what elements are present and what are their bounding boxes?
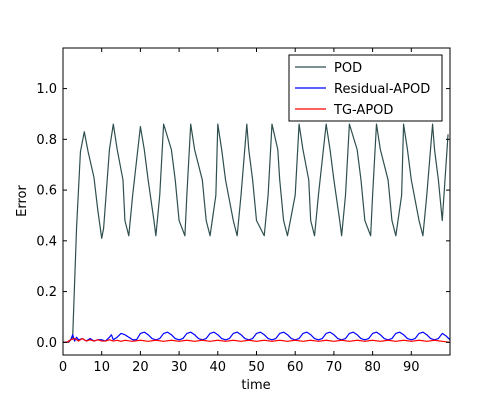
y-tick-label: 1.0 bbox=[36, 82, 57, 97]
x-tick-label: 20 bbox=[132, 360, 149, 375]
y-tick-label: 0.2 bbox=[36, 285, 57, 300]
y-tick-label: 0.4 bbox=[36, 234, 57, 249]
x-tick-label: 40 bbox=[210, 360, 227, 375]
ticks-layer: 0 10 20 30 40 50 60 70 80 90 0.0 0.2 0.4 0.6 0.8 1.0 bbox=[36, 48, 450, 375]
series-layer bbox=[63, 123, 451, 343]
x-tick-label: 60 bbox=[287, 360, 304, 375]
y-tick-label: 0.0 bbox=[36, 336, 57, 351]
y-axis-label: Error bbox=[15, 185, 30, 217]
x-tick-label: 50 bbox=[248, 360, 265, 375]
y-tick-label: 0.8 bbox=[36, 133, 57, 148]
legend: POD Residual-APOD TG-APOD bbox=[288, 54, 443, 122]
x-tick-label: 90 bbox=[403, 360, 420, 375]
legend-label: Residual-APOD bbox=[334, 82, 430, 97]
x-tick-label: 0 bbox=[59, 360, 67, 375]
legend-entries: POD Residual-APOD TG-APOD bbox=[295, 61, 430, 118]
series-line-tg-apod bbox=[63, 337, 451, 343]
x-tick-label: 80 bbox=[364, 360, 381, 375]
x-tick-label: 70 bbox=[326, 360, 343, 375]
legend-label: TG-APOD bbox=[333, 103, 393, 118]
x-tick-label: 30 bbox=[171, 360, 188, 375]
series-line-residual-apod bbox=[63, 331, 451, 343]
x-tick-label: 10 bbox=[93, 360, 110, 375]
series-line-pod bbox=[63, 123, 449, 343]
x-axis-label: time bbox=[241, 378, 270, 393]
legend-label: POD bbox=[334, 61, 362, 76]
y-tick-label: 0.6 bbox=[36, 184, 57, 199]
